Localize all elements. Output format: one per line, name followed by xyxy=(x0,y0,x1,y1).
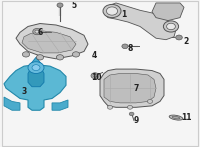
Text: 5: 5 xyxy=(71,1,77,10)
Text: 9: 9 xyxy=(133,116,139,125)
Text: 2: 2 xyxy=(183,37,189,46)
Polygon shape xyxy=(28,65,44,87)
Polygon shape xyxy=(22,31,76,53)
Circle shape xyxy=(35,30,39,33)
Polygon shape xyxy=(30,57,42,65)
Circle shape xyxy=(129,112,134,116)
Circle shape xyxy=(127,105,133,109)
Circle shape xyxy=(36,55,44,60)
Polygon shape xyxy=(4,97,20,110)
Polygon shape xyxy=(152,3,184,21)
Text: 4: 4 xyxy=(91,51,97,60)
Circle shape xyxy=(107,105,113,109)
Text: 8: 8 xyxy=(127,44,133,53)
Ellipse shape xyxy=(169,115,183,120)
Circle shape xyxy=(106,7,118,15)
Text: 1: 1 xyxy=(121,10,127,19)
Polygon shape xyxy=(52,100,68,110)
Circle shape xyxy=(57,3,63,7)
Polygon shape xyxy=(104,74,156,103)
Ellipse shape xyxy=(172,116,180,119)
Circle shape xyxy=(176,35,182,40)
Polygon shape xyxy=(4,65,66,110)
Circle shape xyxy=(28,62,44,74)
Text: 7: 7 xyxy=(133,84,139,93)
Circle shape xyxy=(91,73,99,79)
Text: 6: 6 xyxy=(37,28,43,37)
Circle shape xyxy=(147,100,153,103)
Circle shape xyxy=(72,52,80,57)
Circle shape xyxy=(103,4,121,18)
Polygon shape xyxy=(104,3,176,40)
Text: 3: 3 xyxy=(21,87,27,96)
Circle shape xyxy=(163,21,179,32)
Polygon shape xyxy=(100,69,164,107)
Circle shape xyxy=(122,44,128,49)
Circle shape xyxy=(22,52,30,57)
Circle shape xyxy=(167,23,175,30)
Circle shape xyxy=(32,65,40,71)
Circle shape xyxy=(93,74,97,77)
Text: 10: 10 xyxy=(91,73,101,82)
Circle shape xyxy=(56,55,64,60)
Text: 11: 11 xyxy=(181,113,191,122)
Circle shape xyxy=(33,29,41,35)
Polygon shape xyxy=(16,24,88,59)
